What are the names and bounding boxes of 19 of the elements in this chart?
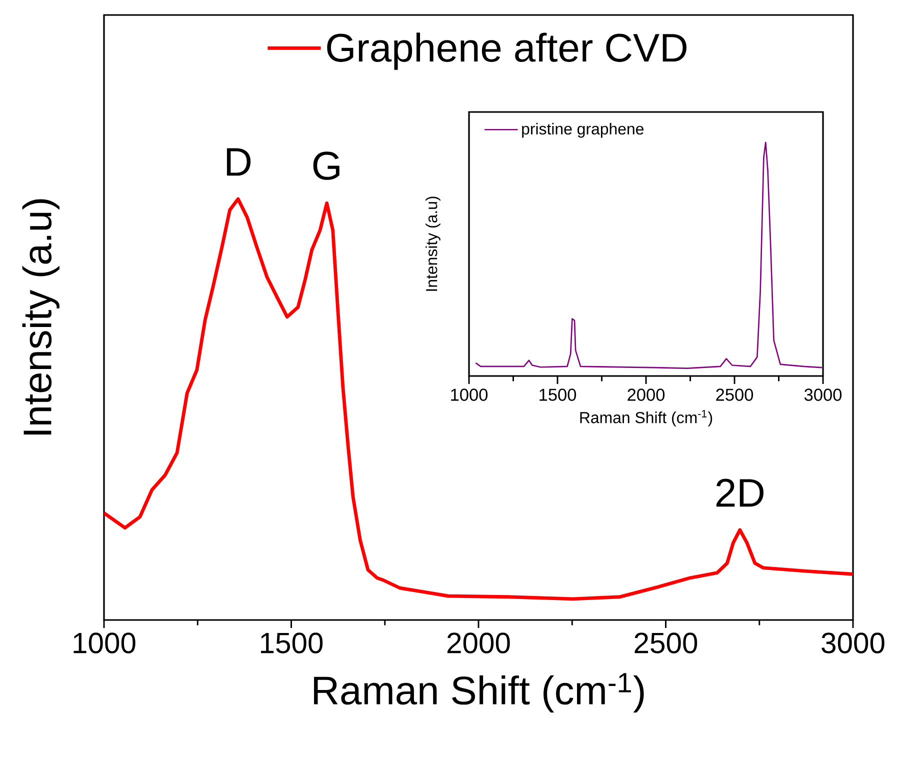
annotation: G [313, 152, 340, 180]
x-tick-label: 3000 [804, 388, 842, 401]
x-tick-label: 1000 [74, 632, 136, 654]
x-tick-label: 1500 [540, 388, 576, 401]
x-axis-title: Raman Shift (cm$^{-1}$) [580, 410, 712, 426]
x-axis-title: Raman Shift (cm$^{-1}$) [314, 673, 644, 713]
annotation: D [226, 148, 251, 176]
x-tick-label: 1500 [260, 632, 323, 654]
x-tick-label: 2000 [447, 632, 510, 654]
legend-label: pristine graphene [522, 122, 644, 138]
annotation: 2D [716, 478, 764, 507]
x-tick-label: 2500 [634, 632, 698, 654]
x-tick-label: 2000 [628, 388, 665, 401]
legend-label: Graphene after CVD [327, 32, 686, 70]
x-tick-label: 2500 [716, 388, 754, 401]
y-axis-title: Intensity (a.u) [22, 199, 60, 435]
x-tick-label: 3000 [822, 632, 884, 654]
x-tick-label: 1000 [451, 388, 488, 401]
y-axis-title: Intensity (a.u) [426, 196, 440, 291]
